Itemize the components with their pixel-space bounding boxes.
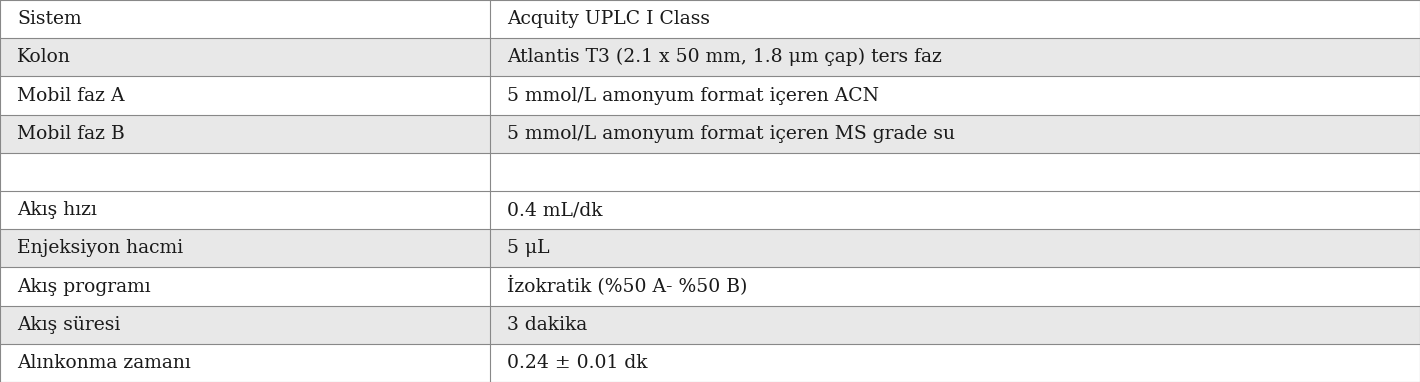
- Text: Akış hızı: Akış hızı: [17, 201, 97, 219]
- Text: Atlantis T3 (2.1 x 50 mm, 1.8 μm çap) ters faz: Atlantis T3 (2.1 x 50 mm, 1.8 μm çap) te…: [507, 48, 941, 66]
- Bar: [0, 76, 490, 115]
- Text: 0.4 mL/dk: 0.4 mL/dk: [507, 201, 602, 219]
- Bar: [0, 153, 490, 191]
- Text: Akış programı: Akış programı: [17, 277, 151, 296]
- Bar: [0, 267, 490, 306]
- Text: Kolon: Kolon: [17, 48, 71, 66]
- Text: Akış süresi: Akış süresi: [17, 316, 121, 334]
- Text: Enjeksiyon hacmi: Enjeksiyon hacmi: [17, 239, 183, 257]
- Bar: [490, 0, 1420, 38]
- Text: 5 μL: 5 μL: [507, 239, 550, 257]
- Text: 3 dakika: 3 dakika: [507, 316, 588, 334]
- Bar: [490, 76, 1420, 115]
- Bar: [490, 191, 1420, 229]
- Text: 5 mmol/L amonyum format içeren MS grade su: 5 mmol/L amonyum format içeren MS grade …: [507, 125, 954, 143]
- Text: Mobil faz B: Mobil faz B: [17, 125, 125, 143]
- Text: Mobil faz A: Mobil faz A: [17, 86, 125, 105]
- Bar: [0, 306, 490, 344]
- Text: Alınkonma zamanı: Alınkonma zamanı: [17, 354, 190, 372]
- Bar: [0, 191, 490, 229]
- Text: 5 mmol/L amonyum format içeren ACN: 5 mmol/L amonyum format içeren ACN: [507, 86, 879, 105]
- Bar: [490, 267, 1420, 306]
- Bar: [490, 115, 1420, 153]
- Text: İzokratik (%50 A- %50 B): İzokratik (%50 A- %50 B): [507, 277, 747, 296]
- Text: Sistem: Sistem: [17, 10, 82, 28]
- Bar: [0, 0, 490, 38]
- Bar: [490, 38, 1420, 76]
- Text: 0.24 ± 0.01 dk: 0.24 ± 0.01 dk: [507, 354, 648, 372]
- Text: Acquity UPLC I Class: Acquity UPLC I Class: [507, 10, 710, 28]
- Bar: [490, 229, 1420, 267]
- Bar: [0, 344, 490, 382]
- Bar: [490, 306, 1420, 344]
- Bar: [490, 153, 1420, 191]
- Bar: [0, 115, 490, 153]
- Bar: [0, 38, 490, 76]
- Bar: [0, 229, 490, 267]
- Bar: [490, 344, 1420, 382]
